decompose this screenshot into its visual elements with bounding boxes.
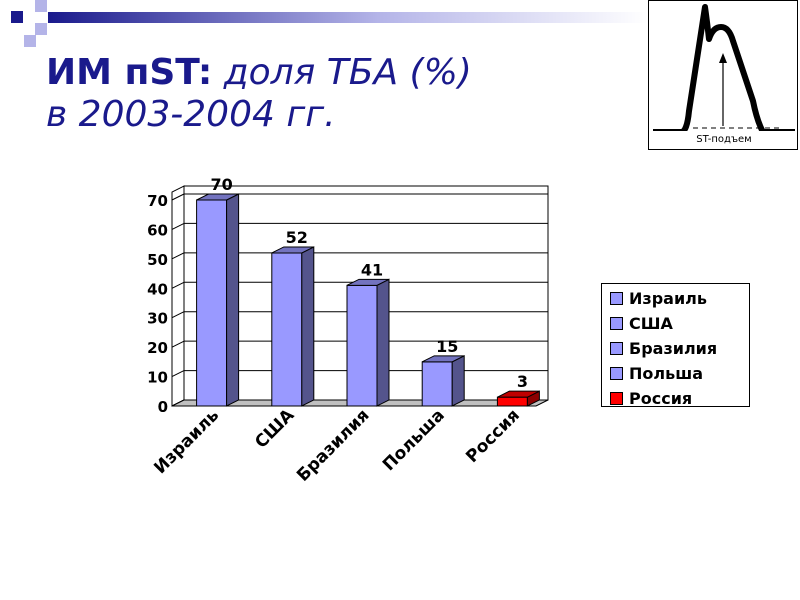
title-italic-line1: доля ТБА (%) (223, 52, 472, 93)
gridline-side (171, 311, 185, 319)
legend-item: Россия (610, 386, 749, 411)
x-tick-label: Россия (462, 405, 524, 467)
page-title: ИМ пST: доля ТБА (%) в 2003-2004 гг. (46, 52, 472, 136)
st-elevation-ecg-icon (653, 4, 795, 131)
ecg-inset: ST-подъем (648, 0, 798, 150)
title-line2: в 2003-2004 гг. (46, 93, 336, 135)
x-tick-label: Израиль (150, 405, 223, 478)
deco-square (24, 35, 36, 47)
bar-top (497, 390, 540, 398)
bar-top (196, 193, 239, 201)
chart-side-wall (171, 185, 185, 407)
bar-front (196, 199, 228, 407)
x-tick-label: Бразилия (293, 405, 373, 485)
y-tick-label: 20 (147, 339, 168, 357)
bar-front (496, 396, 528, 407)
deco-band (48, 12, 648, 23)
bar-side (451, 355, 465, 407)
legend-label: Израиль (629, 289, 707, 308)
legend-item: Польша (610, 361, 749, 386)
bar-top (346, 278, 390, 286)
y-tick-label: 40 (147, 280, 168, 298)
bar-front (346, 284, 378, 407)
bar-top (421, 355, 465, 363)
legend-swatch (610, 367, 623, 380)
legend-item: Бразилия (610, 336, 749, 361)
deco-square (35, 0, 47, 12)
bar-side (226, 193, 240, 407)
bar-side (301, 246, 315, 407)
chart-legend: Израиль США Бразилия Польша Россия (601, 283, 750, 408)
legend-swatch (610, 392, 623, 405)
y-tick-label: 60 (147, 221, 168, 239)
gridline-side (171, 281, 185, 289)
deco-square (35, 23, 47, 35)
y-tick-label: 10 (147, 369, 168, 387)
title-bold: ИМ пST: (46, 52, 213, 93)
legend-label: Польша (629, 364, 704, 383)
legend-item: Израиль (610, 286, 749, 311)
legend-swatch (610, 317, 623, 330)
data-label: 15 (436, 337, 458, 356)
y-tick-label: 70 (147, 192, 168, 210)
deco-square (11, 11, 23, 23)
data-label: 70 (210, 175, 232, 194)
gridline-side (171, 193, 185, 201)
data-label: 3 (517, 372, 528, 391)
header-decoration (11, 0, 648, 47)
legend-item: США (610, 311, 749, 336)
y-tick-label: 0 (158, 398, 168, 416)
legend-label: Бразилия (629, 339, 718, 358)
legend-swatch (610, 342, 623, 355)
gridline-side (171, 222, 185, 230)
x-tick-label: Польша (379, 405, 449, 475)
legend-swatch (610, 292, 623, 305)
data-label: 52 (286, 228, 308, 247)
bar-side (376, 278, 390, 407)
bar-top (271, 246, 315, 254)
legend-label: США (629, 314, 673, 333)
gridline-side (171, 370, 185, 378)
bar-front (271, 252, 303, 407)
x-tick-label: США (251, 405, 299, 453)
data-label: 41 (361, 260, 383, 279)
gridline-side (171, 340, 185, 348)
y-tick-label: 30 (147, 310, 168, 328)
gridline-side (171, 252, 185, 260)
ecg-label: ST-подъем (696, 134, 752, 145)
bar-front (421, 361, 453, 407)
legend-label: Россия (629, 389, 693, 408)
y-tick-label: 50 (147, 251, 168, 269)
